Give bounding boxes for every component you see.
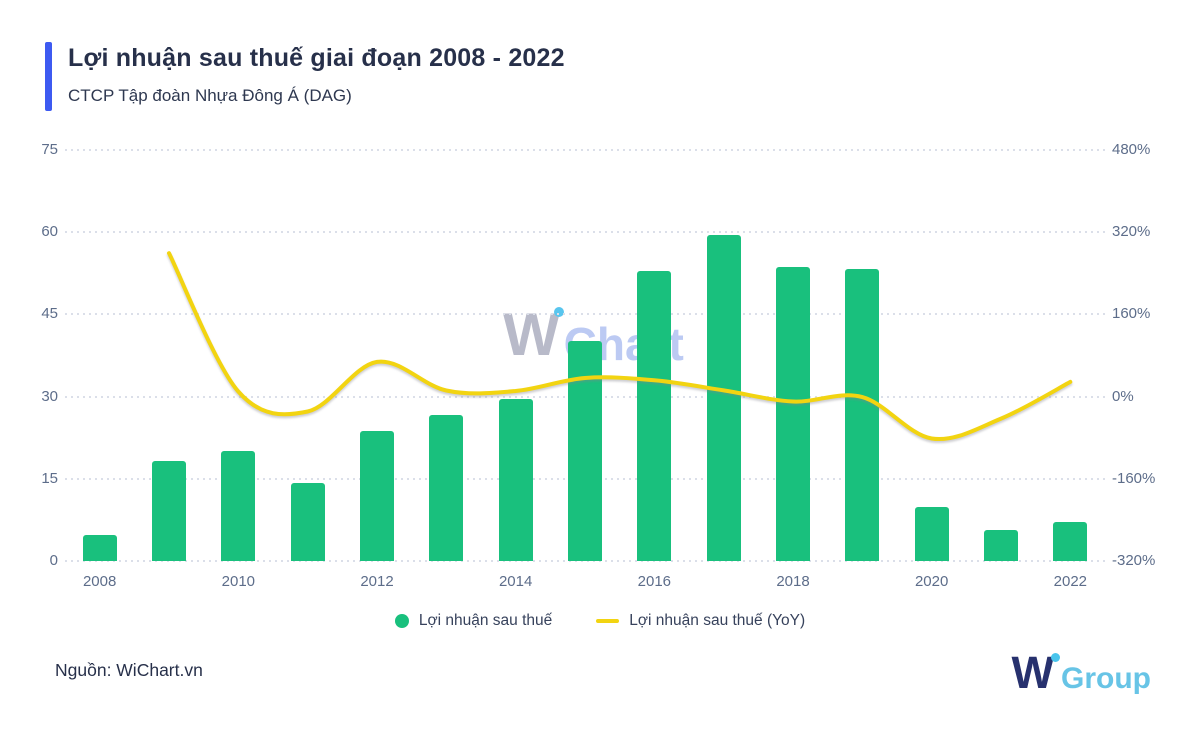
wigroup-logo: W Group (1012, 650, 1153, 696)
x-axis-label: 2008 (82, 573, 117, 590)
legend-bar-swatch-icon (394, 614, 409, 628)
x-axis-label: 2012 (360, 573, 394, 590)
legend-item-bar[interactable]: Lợi nhuận sau thuế (394, 612, 553, 630)
y-axis-label-right: 160% (1112, 305, 1151, 323)
wigroup-logo-w: W (1011, 647, 1054, 698)
bar-2019[interactable] (845, 269, 880, 561)
bar-2012[interactable] (360, 430, 394, 561)
wigroup-logo-group: Group (1061, 662, 1151, 695)
y-axis-label-left: 45 (41, 305, 58, 323)
y-axis-label-right: 320% (1112, 223, 1151, 241)
gridline (65, 231, 1105, 234)
source-credit: Nguồn: WiChart.vn (55, 660, 203, 680)
x-axis-label: 2014 (498, 573, 533, 590)
bar-2016[interactable] (637, 270, 672, 561)
legend-item-line[interactable]: Lợi nhuận sau thuế (YoY) (596, 612, 805, 630)
wigroup-logo-dot-icon (1051, 653, 1060, 662)
bar-2013[interactable] (429, 415, 464, 561)
y-axis-label-left: 75 (41, 141, 58, 158)
bar-2009[interactable] (152, 461, 186, 561)
bar-2018[interactable] (776, 266, 810, 561)
gridline (65, 560, 1105, 562)
bar-2021[interactable] (984, 530, 1018, 561)
y-axis-label-right: 0% (1112, 387, 1134, 405)
x-axis-label: 2010 (221, 573, 256, 590)
bar-2020[interactable] (914, 507, 949, 561)
legend-line-swatch-icon (596, 619, 620, 623)
y-axis-label-right: -160% (1112, 469, 1156, 487)
gridline (65, 313, 1105, 316)
y-axis-label-left: 60 (41, 223, 58, 241)
bar-2011[interactable] (290, 483, 325, 561)
page-subtitle: CTCP Tập đoàn Nhựa Đông Á (DAG) (68, 86, 352, 105)
x-axis-label: 2020 (914, 573, 949, 590)
y-axis-label-right: -320% (1112, 552, 1156, 569)
page-title: Lợi nhuận sau thuế giai đoạn 2008 - 2022 (68, 44, 565, 72)
bar-2010[interactable] (221, 451, 256, 561)
title-accent-bar (45, 42, 52, 111)
y-axis-label-left: 30 (41, 387, 58, 405)
yoy-line[interactable] (167, 251, 1073, 442)
bar-2014[interactable] (498, 399, 533, 561)
x-axis-label: 2018 (776, 573, 810, 590)
y-axis-label-left: 15 (41, 469, 58, 487)
x-axis-label: 2022 (1053, 573, 1088, 590)
bar-2008[interactable] (82, 534, 117, 561)
x-axis-label: 2016 (637, 573, 672, 590)
bar-2022[interactable] (1053, 521, 1088, 561)
gridline (65, 149, 1105, 151)
legend-bar-label: Lợi nhuận sau thuế (418, 612, 553, 629)
bar-2017[interactable] (706, 235, 741, 561)
legend-line-label: Lợi nhuận sau thuế (YoY) (629, 612, 806, 629)
y-axis-label-right: 480% (1112, 141, 1151, 158)
y-axis-label-left: 0 (49, 552, 58, 569)
legend: Lợi nhuận sau thuế Lợi nhuận sau thuế (Y… (0, 612, 1200, 630)
